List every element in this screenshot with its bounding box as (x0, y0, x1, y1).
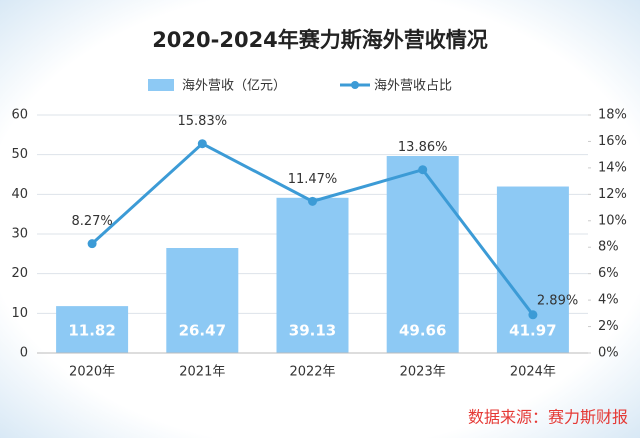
y2-tick-label: 4% (598, 293, 619, 308)
y-tick-label: 60 (11, 108, 28, 123)
line-point (308, 196, 317, 206)
bar-value-label: 39.13 (289, 322, 336, 340)
y-tick-label: 30 (11, 227, 28, 242)
legend-label: 海外营收（亿元） (182, 79, 286, 94)
source: 数据来源：赛力斯财报 (468, 408, 628, 427)
bar-value-label: 49.66 (399, 322, 446, 340)
legend-swatch (351, 81, 359, 89)
line-point (528, 310, 538, 320)
y-tick-label: 20 (11, 266, 28, 281)
bar (386, 156, 459, 353)
x-tick-label: 2022年 (289, 365, 335, 380)
bar (56, 306, 129, 353)
line-point (418, 165, 428, 175)
y2-tick-label: 14% (598, 160, 627, 175)
bar (276, 197, 349, 353)
y2-tick-label: 10% (598, 213, 627, 228)
x-tick-label: 2023年 (400, 365, 446, 380)
bar (496, 186, 569, 353)
y-tick-label: 10 (11, 306, 28, 321)
x-tick-label: 2021年 (179, 365, 225, 380)
y2-tick-label: 6% (598, 266, 619, 281)
y-tick-label: 50 (11, 147, 28, 162)
line-value-label: 2.89% (537, 293, 578, 308)
y-tick-label: 40 (11, 187, 28, 202)
x-tick-label: 2020年 (69, 365, 115, 380)
y2-tick-label: 16% (598, 134, 627, 149)
chart-title: 2020-2024年赛力斯海外营收情况 (152, 28, 488, 52)
x-tick-label: 2024年 (510, 365, 556, 380)
line-point (87, 239, 97, 249)
line-value-label: 11.47% (288, 172, 338, 187)
line-point (197, 139, 207, 149)
y2-tick-label: 2% (598, 319, 619, 334)
line-value-label: 13.86% (398, 140, 448, 155)
bar-value-label: 11.82 (68, 322, 115, 340)
bar (166, 248, 239, 353)
legend-swatch (148, 79, 174, 91)
legend-label: 海外营收占比 (374, 79, 452, 94)
y2-tick-label: 18% (598, 108, 627, 123)
y2-tick-label: 8% (598, 240, 619, 255)
line-value-label: 8.27% (71, 214, 112, 229)
bar-value-label: 26.47 (179, 322, 226, 340)
y2-tick-label: 0% (598, 346, 619, 361)
y2-tick-label: 12% (598, 187, 627, 202)
line-value-label: 15.83% (178, 114, 228, 129)
bar-value-label: 41.97 (509, 322, 556, 340)
y-tick-label: 0 (20, 346, 28, 361)
